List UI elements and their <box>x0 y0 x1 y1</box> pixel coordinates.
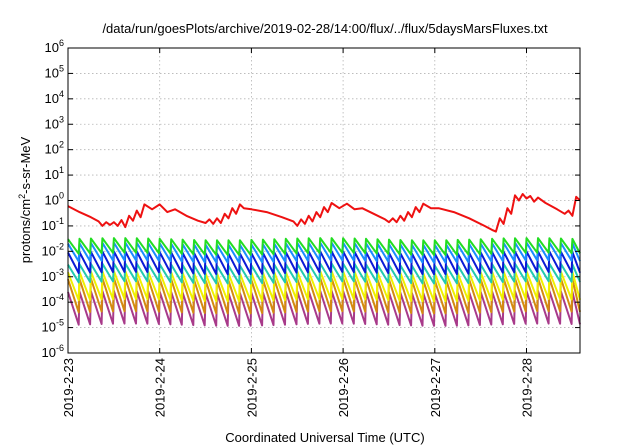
y-tick-label: 10-1 <box>42 216 64 233</box>
y-tick-label: 105 <box>45 63 64 80</box>
x-tick-label: 2019-2-26 <box>336 358 351 417</box>
series-line <box>67 277 581 315</box>
y-tick-label: 10-5 <box>42 318 64 335</box>
y-axis-ticks: 10-6 10-5 10-4 10-3 10-2 10-1 100 101 102 103 104 1… <box>42 38 580 360</box>
x-axis-label: Coordinated Universal Time (UTC) <box>225 430 424 445</box>
series-line <box>67 270 581 303</box>
x-axis-ticks: 2019-2-23 2019-2-24 2019-2-25 2019-2-26 2019… <box>61 48 535 417</box>
y-tick-label: 102 <box>45 140 64 157</box>
y-tick-label: 106 <box>45 38 64 55</box>
series-layer <box>67 193 581 327</box>
series-line <box>67 237 581 256</box>
x-tick-label: 2019-2-27 <box>428 358 443 417</box>
x-tick-label: 2019-2-24 <box>153 358 168 417</box>
y-tick-label: 104 <box>45 89 64 106</box>
y-tick-label: 10-3 <box>42 267 64 284</box>
series-line <box>67 193 581 233</box>
x-tick-label: 2019-2-25 <box>244 358 259 417</box>
y-tick-label: 103 <box>45 114 64 131</box>
chart-title: /data/run/goesPlots/archive/2019-02-28/1… <box>102 21 548 36</box>
series-line <box>67 262 581 285</box>
series-line <box>67 289 581 327</box>
y-tick-label: 10-2 <box>42 241 64 258</box>
series-line <box>67 241 581 264</box>
series-line <box>67 250 581 276</box>
x-tick-label: 2019-2-23 <box>61 358 76 417</box>
x-tick-label: 2019-2-28 <box>520 358 535 417</box>
y-tick-label: 10-6 <box>42 343 64 360</box>
y-tick-label: 101 <box>45 165 64 182</box>
y-tick-label: 100 <box>45 191 64 208</box>
y-axis-label: protons/cm2-s-sr-MeV <box>17 136 33 263</box>
y-tick-label: 10-4 <box>42 292 64 309</box>
